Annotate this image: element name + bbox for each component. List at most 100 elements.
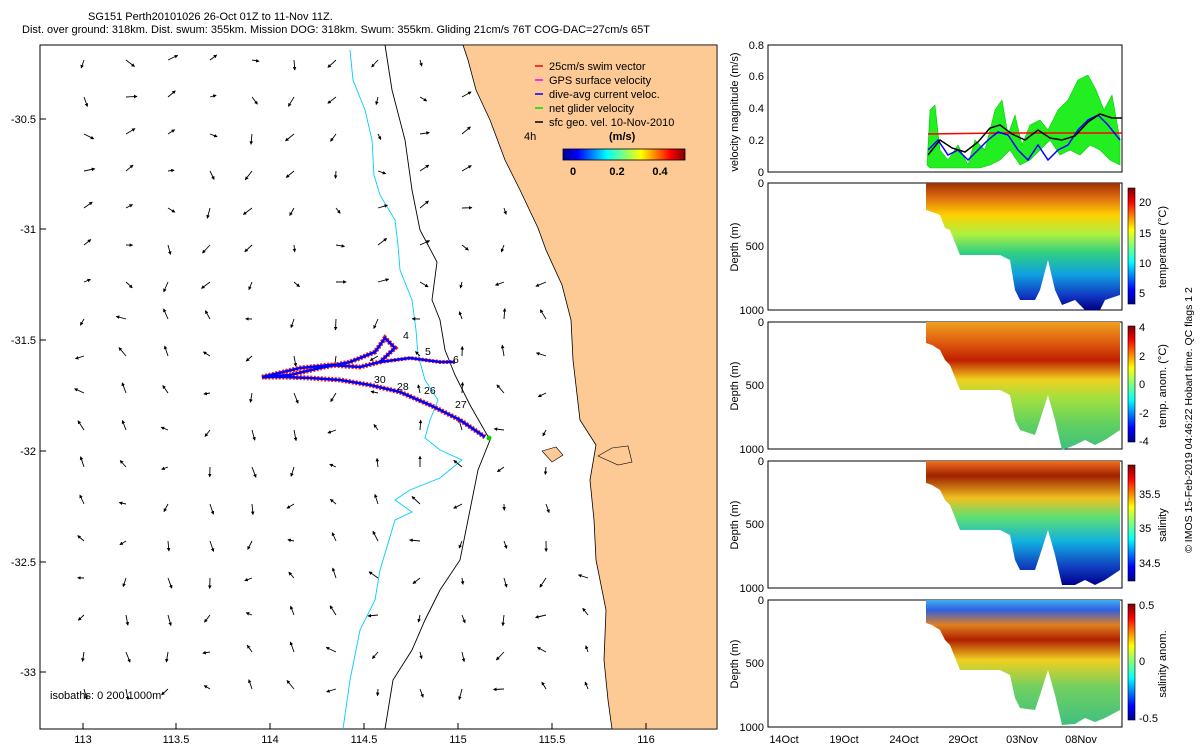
current-arrow xyxy=(125,614,130,626)
current-arrow xyxy=(419,96,428,102)
dive-avg-current-series xyxy=(927,114,1121,162)
svg-text:500: 500 xyxy=(746,519,764,531)
current-arrow xyxy=(249,392,253,403)
current-arrow xyxy=(251,96,258,105)
svg-text:0.5: 0.5 xyxy=(1139,600,1154,612)
svg-text:29Oct: 29Oct xyxy=(948,734,977,746)
salinity-section: Depth (m) 0 500 1000 35.5 35 34.5 salini… xyxy=(729,456,1169,595)
current-arrow xyxy=(125,128,136,135)
current-arrow xyxy=(333,170,338,179)
current-arrow xyxy=(118,347,127,357)
current-arrow xyxy=(412,577,421,584)
current-arrow xyxy=(160,426,169,431)
svg-text:1000: 1000 xyxy=(740,583,764,595)
current-arrow xyxy=(79,494,85,505)
current-arrow xyxy=(460,577,465,585)
current-arrow xyxy=(326,688,337,693)
svg-text:-0.5: -0.5 xyxy=(1139,713,1158,725)
svg-text:-32.5: -32.5 xyxy=(11,557,36,569)
svg-text:35.5: 35.5 xyxy=(1139,489,1160,501)
current-arrow xyxy=(77,535,85,542)
current-arrow xyxy=(244,577,253,582)
current-arrow xyxy=(458,688,463,701)
current-arrow xyxy=(495,651,505,661)
current-arrow xyxy=(375,96,379,106)
svg-text:0.6: 0.6 xyxy=(749,71,764,83)
current-arrow xyxy=(203,685,211,690)
current-arrow xyxy=(285,170,295,178)
colorbar-tick: 0.4 xyxy=(652,166,668,178)
current-arrow xyxy=(251,58,260,63)
current-arrow xyxy=(285,133,295,142)
current-arrow xyxy=(119,460,127,468)
current-arrow xyxy=(453,503,463,509)
current-arrow xyxy=(204,614,211,623)
current-arrow xyxy=(329,605,337,616)
current-arrow xyxy=(248,281,253,291)
current-arrow xyxy=(419,200,429,209)
current-arrow xyxy=(125,59,135,67)
svg-text:0: 0 xyxy=(758,456,764,468)
svg-text:15: 15 xyxy=(1139,228,1151,240)
current-arrow xyxy=(83,201,93,209)
current-arrow xyxy=(373,318,379,330)
current-arrow xyxy=(288,571,295,579)
svg-text:114: 114 xyxy=(261,734,279,746)
svg-text:1000: 1000 xyxy=(740,305,764,317)
svg-text:0: 0 xyxy=(758,178,764,190)
current-arrow xyxy=(335,244,346,248)
current-arrow xyxy=(459,281,463,289)
current-arrow xyxy=(411,496,421,505)
legend-entry: sfc geo. vel. 10-Nov-2010 xyxy=(549,117,674,129)
current-arrow xyxy=(371,59,379,68)
svg-text:0.2: 0.2 xyxy=(749,135,764,147)
current-arrow xyxy=(125,164,134,172)
svg-text:0: 0 xyxy=(1139,379,1145,391)
plot-title-line1: SG151 Perth20101026 26-Oct 01Z to 11-Nov… xyxy=(88,11,333,23)
current-arrow xyxy=(203,391,211,396)
current-arrow xyxy=(248,679,253,690)
current-arrow xyxy=(251,429,256,441)
current-arrow xyxy=(209,503,215,515)
current-arrow xyxy=(333,318,338,331)
colorbar-label: salinity anom. xyxy=(1157,630,1169,697)
current-arrow xyxy=(329,463,337,468)
current-arrow xyxy=(492,687,505,692)
current-arrow xyxy=(209,170,215,180)
land-area xyxy=(462,44,718,730)
section-colorbar xyxy=(1127,187,1136,305)
svg-text:4: 4 xyxy=(1139,322,1145,334)
current-arrow xyxy=(460,381,465,394)
current-arrow xyxy=(535,614,547,619)
svg-text:114.5: 114.5 xyxy=(351,734,378,746)
current-arrow xyxy=(458,540,463,549)
current-arrow xyxy=(79,456,85,468)
legend-entry: dive-avg current veloc. xyxy=(549,89,660,101)
svg-text:-33: -33 xyxy=(20,667,36,679)
current-arrow xyxy=(370,390,379,394)
current-arrow xyxy=(501,614,505,627)
current-arrow xyxy=(453,460,463,468)
current-arrow xyxy=(125,651,131,663)
current-arrow xyxy=(327,96,337,104)
sfc-geo-velocity-series xyxy=(927,113,1122,156)
current-arrow xyxy=(503,207,507,215)
current-vector-field xyxy=(74,54,589,701)
colorbar-tick: 0 xyxy=(570,166,576,178)
current-arrow xyxy=(287,538,295,543)
velocity-ylabel: velocity magnitude (m/s) xyxy=(729,52,741,171)
current-arrow xyxy=(161,466,169,470)
colorbar-label: salinity xyxy=(1157,508,1169,542)
island xyxy=(597,445,633,466)
track-day-label: 26 xyxy=(424,385,436,397)
current-arrow xyxy=(167,168,175,173)
current-arrow xyxy=(539,577,547,588)
current-arrow xyxy=(375,457,380,468)
current-arrow xyxy=(83,688,88,700)
current-arrow xyxy=(121,419,127,431)
colorbar-time-label: 4h xyxy=(524,131,536,143)
current-arrow xyxy=(202,650,211,655)
svg-text:2: 2 xyxy=(1139,351,1145,363)
current-arrow xyxy=(539,309,547,320)
current-arrow xyxy=(496,466,505,473)
